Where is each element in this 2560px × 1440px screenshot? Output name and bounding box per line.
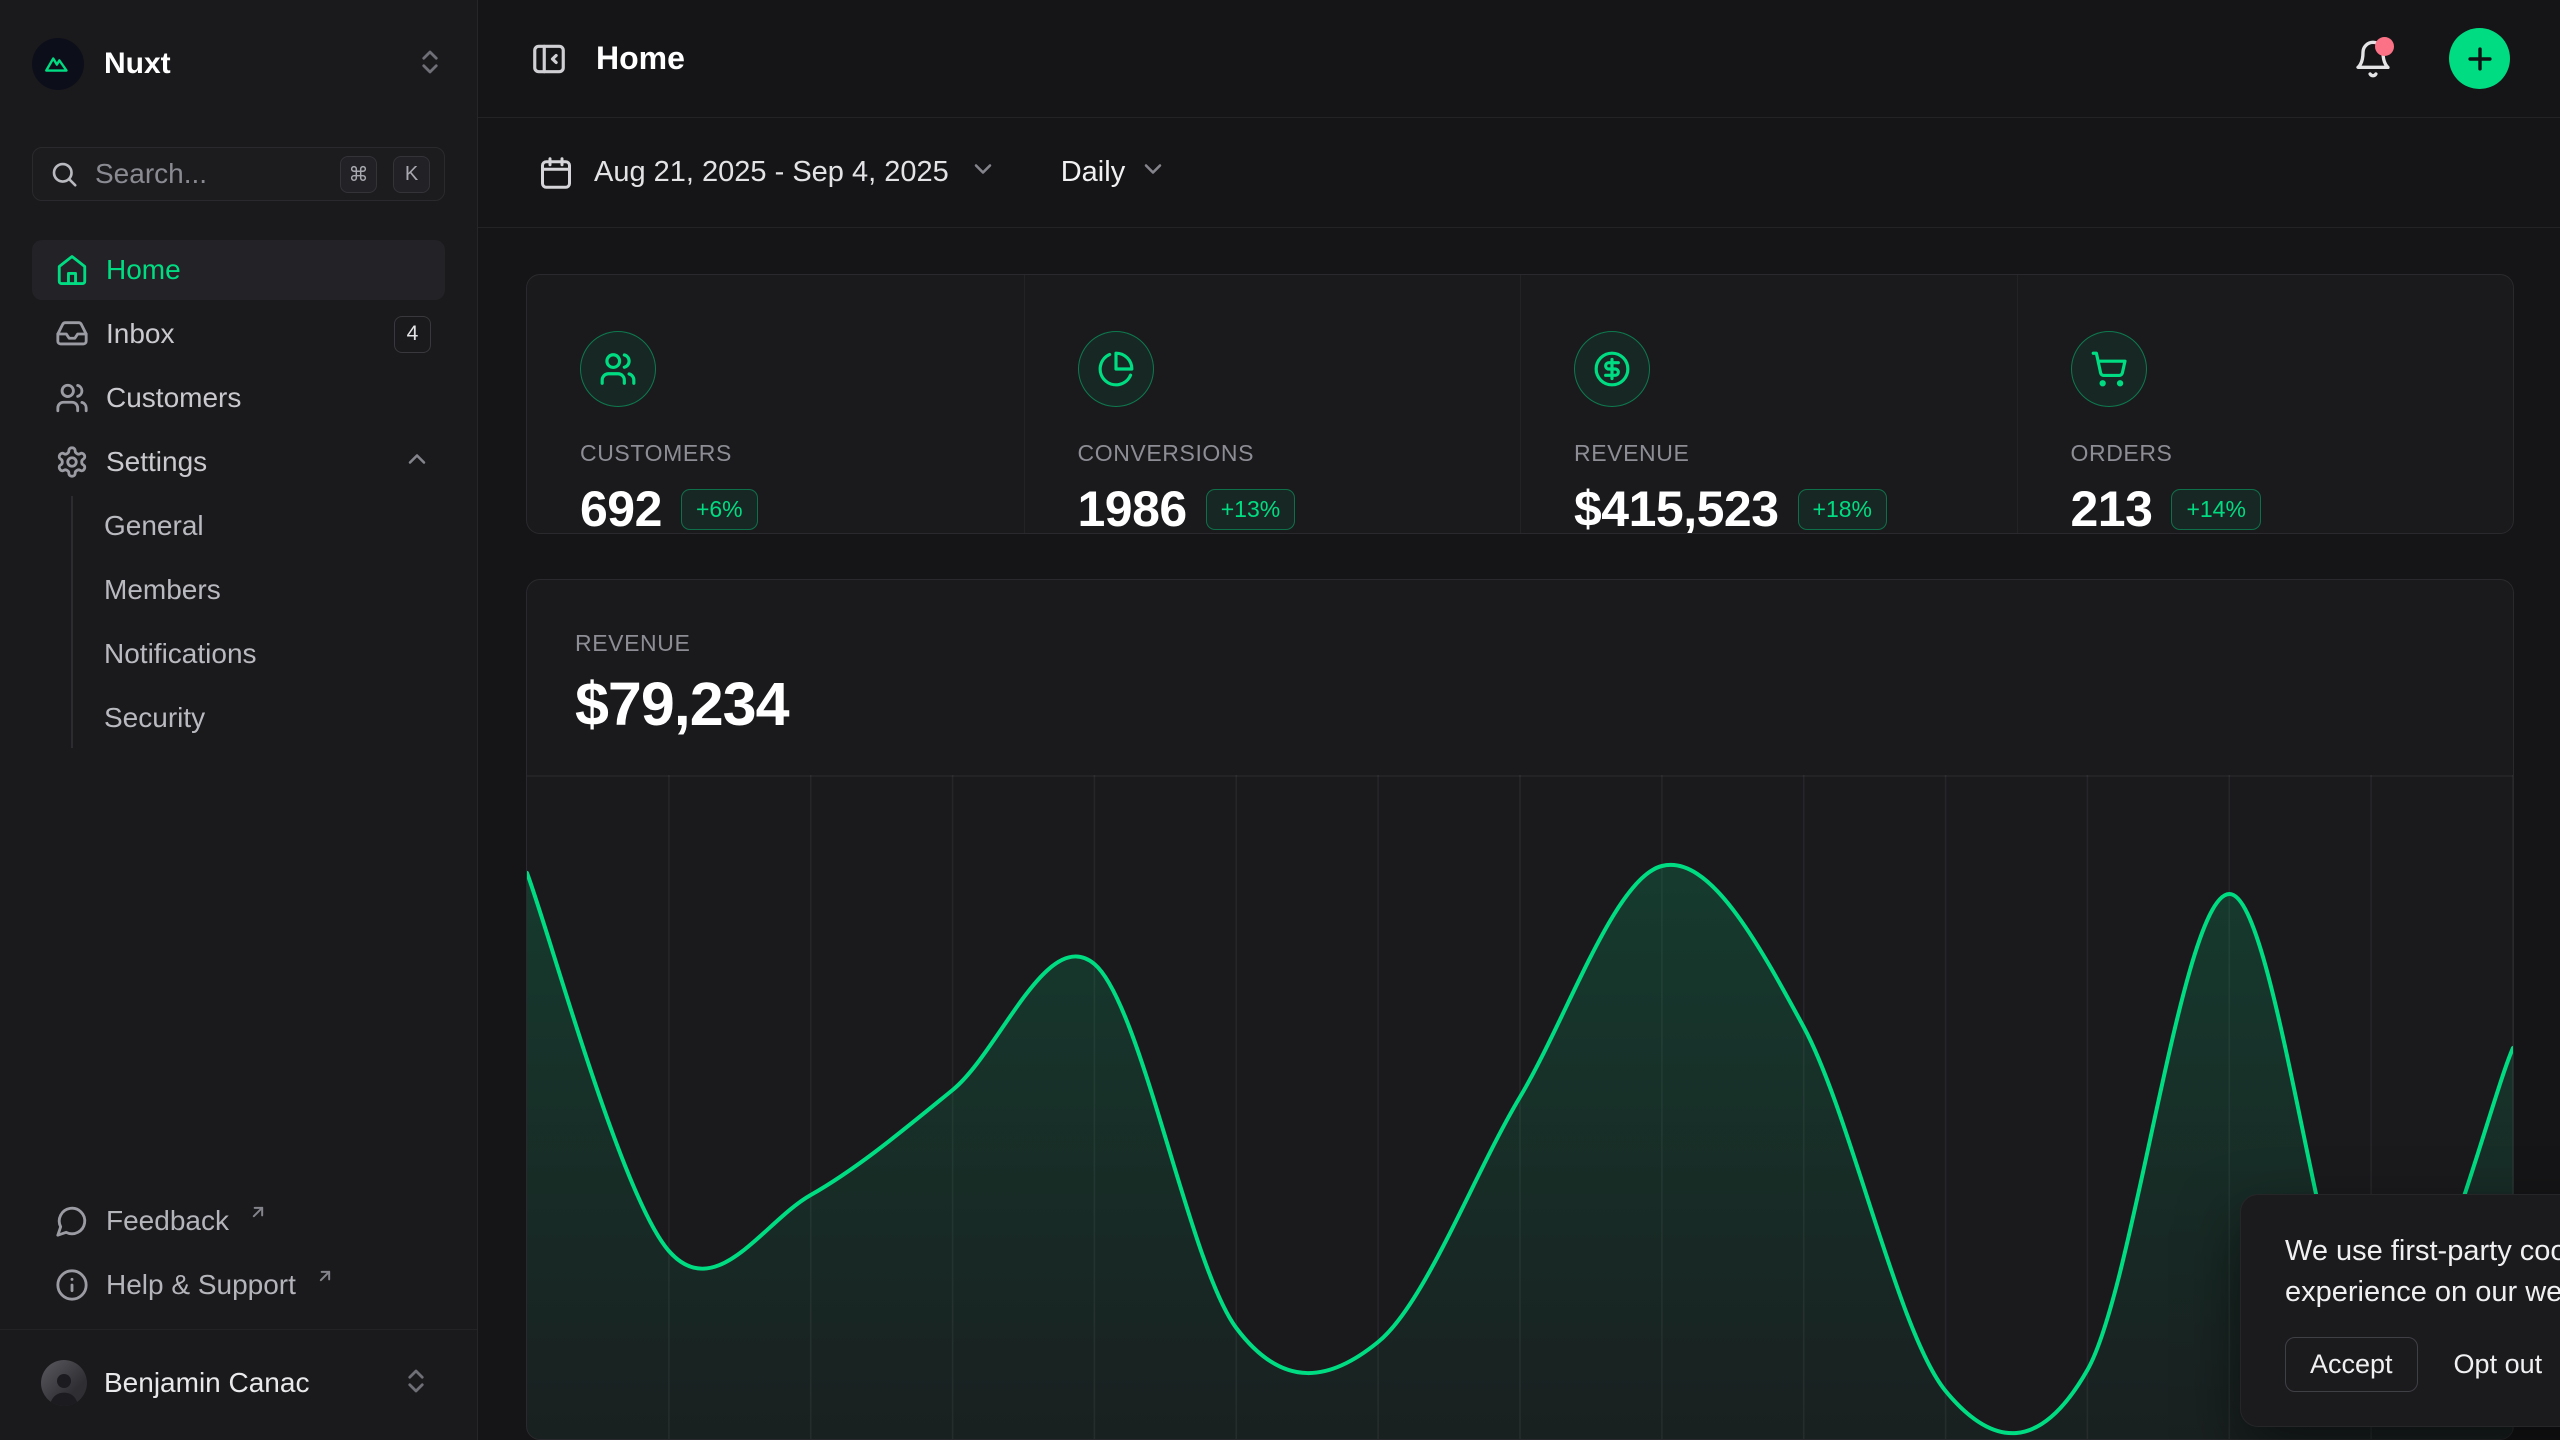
- sidebar-item-label: Notifications: [104, 638, 257, 669]
- sidebar-divider: [0, 1329, 477, 1330]
- sidebar-nav: Home Inbox 4 Customers Settings: [32, 240, 445, 748]
- sidebar-item-inbox[interactable]: Inbox 4: [32, 304, 445, 364]
- cookie-consent-banner: We use first-party cookies to enhance yo…: [2240, 1194, 2560, 1427]
- sidebar-item-security[interactable]: Security: [104, 688, 445, 748]
- cookie-message: We use first-party cookies to enhance yo…: [2285, 1235, 2560, 1308]
- accept-cookies-button[interactable]: Accept: [2285, 1337, 2418, 1392]
- stat-revenue[interactable]: REVENUE $415,523 +18%: [1520, 275, 2017, 534]
- revenue-area: [527, 864, 2513, 1440]
- dashboard-content: CUSTOMERS 692 +6% CONVERSIONS 1986 +13%: [478, 228, 2560, 1440]
- main-panel: Home Aug 21, 2025 - Sep 4, 2025 Daily: [478, 0, 2560, 1440]
- sidebar: Nuxt ⌘ K Home Inb: [0, 0, 478, 1440]
- sidebar-item-settings[interactable]: Settings: [32, 432, 445, 492]
- stat-label: REVENUE: [1574, 440, 1690, 466]
- granularity-value: Daily: [1060, 156, 1126, 188]
- sidebar-item-customers[interactable]: Customers: [32, 368, 445, 428]
- chevrons-up-down-icon: [401, 1366, 431, 1401]
- kbd-k: K: [393, 155, 430, 193]
- add-button[interactable]: [2449, 28, 2510, 89]
- workspace-name: Nuxt: [104, 47, 171, 80]
- date-range-value: Aug 21, 2025 - Sep 4, 2025: [594, 156, 949, 188]
- stat-value: 213: [2070, 481, 2153, 534]
- revenue-line: [527, 862, 2513, 1435]
- feedback-label: Feedback: [106, 1205, 229, 1236]
- stat-value: $415,523: [1574, 481, 1779, 534]
- sidebar-item-label: Settings: [106, 446, 208, 477]
- inbox-count-badge: 4: [394, 315, 431, 353]
- users-icon: [580, 331, 656, 407]
- sidebar-item-label: General: [104, 510, 204, 541]
- stat-delta-badge: +6%: [680, 488, 758, 530]
- sidebar-item-label: Home: [106, 254, 181, 285]
- stat-conversions[interactable]: CONVERSIONS 1986 +13%: [1023, 275, 1521, 534]
- sidebar-item-label: Security: [104, 702, 206, 733]
- external-link-icon: [248, 1197, 268, 1229]
- stat-value: 692: [580, 481, 662, 534]
- help-support-label: Help & Support: [106, 1269, 296, 1300]
- inbox-icon: [55, 317, 89, 351]
- users-icon: [55, 381, 89, 415]
- pie-chart-icon: [1077, 331, 1154, 407]
- search-input[interactable]: [95, 158, 324, 190]
- stat-label: CONVERSIONS: [1077, 440, 1255, 466]
- dollar-circle-icon: [1574, 331, 1650, 407]
- message-bubble-icon: [55, 1204, 89, 1238]
- stat-delta-badge: +13%: [1205, 488, 1296, 530]
- home-icon: [55, 253, 89, 287]
- stat-delta-badge: +18%: [1797, 488, 1888, 530]
- chevrons-up-down-icon: [415, 47, 445, 82]
- notification-dot: [2375, 36, 2394, 56]
- stat-delta-badge: +14%: [2171, 488, 2261, 530]
- external-link-icon: [315, 1261, 335, 1293]
- user-name: Benjamin Canac: [104, 1367, 310, 1398]
- revenue-chart[interactable]: [527, 774, 2513, 1440]
- page-title: Home: [596, 40, 685, 76]
- search-icon: [49, 159, 79, 189]
- sidebar-item-notifications[interactable]: Notifications: [104, 624, 445, 684]
- sidebar-item-members[interactable]: Members: [104, 560, 445, 620]
- chevron-down-icon: [1139, 155, 1167, 191]
- notifications-button[interactable]: [2349, 35, 2397, 83]
- collapse-sidebar-icon[interactable]: [528, 38, 570, 80]
- stat-customers[interactable]: CUSTOMERS 692 +6%: [527, 275, 1024, 534]
- feedback-link[interactable]: Feedback: [32, 1191, 445, 1251]
- kbd-cmd: ⌘: [340, 155, 377, 193]
- sidebar-item-home[interactable]: Home: [32, 240, 445, 300]
- sidebar-item-general[interactable]: General: [104, 496, 445, 556]
- stat-label: CUSTOMERS: [580, 440, 732, 466]
- filters-toolbar: Aug 21, 2025 - Sep 4, 2025 Daily: [478, 118, 2560, 228]
- revenue-chart-value: $79,234: [575, 669, 790, 738]
- stat-label: ORDERS: [2070, 440, 2173, 466]
- sidebar-item-label: Customers: [106, 382, 242, 413]
- date-range-picker[interactable]: Aug 21, 2025 - Sep 4, 2025: [528, 143, 1007, 203]
- workspace-switcher[interactable]: Nuxt: [32, 33, 445, 95]
- opt-out-button[interactable]: Opt out: [2454, 1338, 2543, 1391]
- sidebar-item-label: Inbox: [106, 318, 175, 349]
- nuxt-logo-icon: [32, 38, 84, 90]
- search-input-wrapper[interactable]: ⌘ K: [32, 147, 445, 201]
- revenue-chart-label: REVENUE: [575, 629, 691, 656]
- stat-orders[interactable]: ORDERS 213 +14%: [2016, 275, 2514, 534]
- info-circle-icon: [55, 1268, 89, 1302]
- sidebar-footer: Feedback Help & Support Benjamin: [0, 1191, 477, 1440]
- settings-subnav: General Members Notifications Security: [71, 496, 445, 748]
- calendar-icon: [538, 155, 574, 191]
- help-support-link[interactable]: Help & Support: [32, 1255, 445, 1315]
- stat-value: 1986: [1077, 481, 1188, 534]
- granularity-select[interactable]: Daily: [1051, 143, 1177, 203]
- chevron-up-icon: [403, 445, 431, 480]
- cart-icon: [2070, 331, 2147, 407]
- user-menu[interactable]: Benjamin Canac: [32, 1340, 445, 1426]
- revenue-chart-card: REVENUE $79,234: [526, 578, 2514, 1440]
- revenue-chart-area: [527, 774, 2513, 1440]
- chevron-down-icon: [969, 155, 997, 191]
- gear-icon: [55, 445, 89, 479]
- page-header: Home: [478, 0, 2560, 118]
- sidebar-item-label: Members: [104, 574, 221, 605]
- user-avatar: [41, 1360, 87, 1406]
- stats-summary-card: CUSTOMERS 692 +6% CONVERSIONS 1986 +13%: [526, 274, 2514, 534]
